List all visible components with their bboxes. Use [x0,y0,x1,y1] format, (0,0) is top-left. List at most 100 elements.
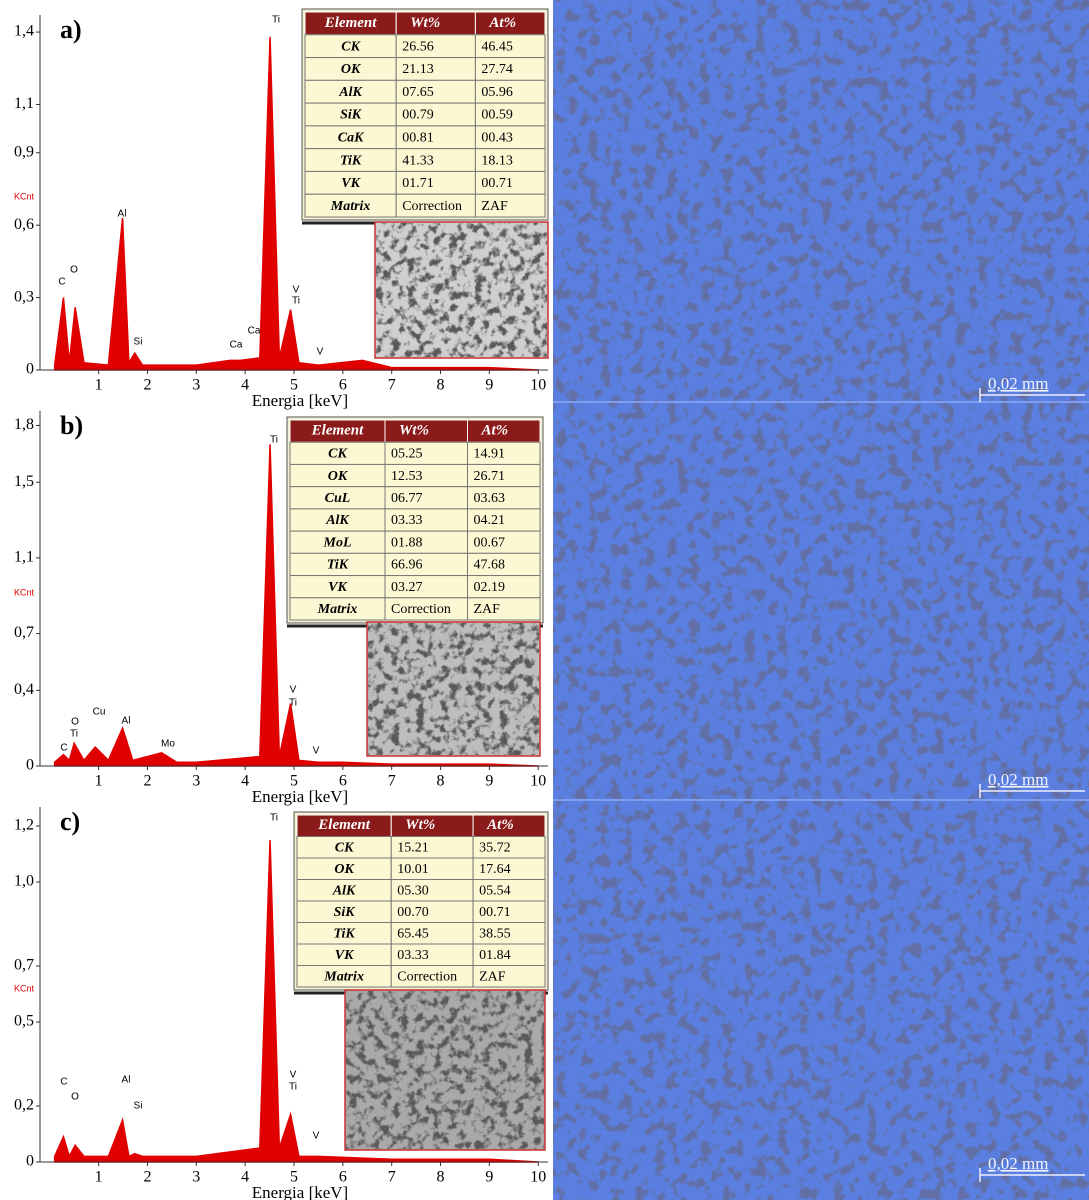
table-text: TiK [333,926,356,941]
y-axis-label: KCnt [14,191,35,201]
table-text: Matrix [323,969,364,984]
y-tick-label: 1,2 [14,817,34,834]
y-tick-label: 0,7 [14,624,34,641]
table-header: Element [311,423,364,439]
x-axis-label: Energia [keV] [252,787,348,806]
x-tick-label: 1 [95,377,103,394]
y-tick-label: 0,5 [14,1013,34,1030]
peak-label: Ti [289,1082,297,1093]
peak-label: Al [122,716,131,727]
x-tick-label: 7 [388,377,396,394]
sem-texture [368,623,539,755]
peak-label: V [290,685,297,696]
table-text: Correction [397,969,457,984]
peak-label: O [70,265,78,276]
table-text: 00.81 [402,130,434,145]
spectrum [53,444,539,767]
x-tick-label: 5 [290,377,298,394]
x-tick-label: 9 [485,377,493,394]
x-tick-label: 8 [437,1169,445,1186]
y-tick-label: 0 [26,361,34,378]
peak-label: Al [118,209,127,220]
y-tick-label: 1,1 [14,95,34,112]
table-header: Element [324,15,377,31]
peak-label: Si [134,337,143,348]
table-text: 00.71 [479,905,511,920]
peak-label: V [290,1070,297,1081]
x-tick-label: 10 [530,377,546,394]
table-text: TiK [340,153,363,168]
table-text: 47.68 [474,558,506,573]
table-text: VK [328,580,348,595]
table-text: 35.72 [479,840,511,855]
table-text: 66.96 [391,558,423,573]
peak-label: Si [134,1101,143,1112]
table-text: 05.30 [397,883,429,898]
panel-label: a) [60,15,82,44]
x-tick-label: 4 [241,773,249,790]
x-tick-label: 3 [192,377,200,394]
y-tick-label: 1,0 [14,873,34,890]
y-tick-label: 0,3 [14,288,34,305]
peak-label: V [313,746,320,757]
table-text: 00.43 [481,130,513,145]
y-tick-label: 0,7 [14,957,34,974]
table-text: Matrix [317,602,358,617]
table-header: Wt% [405,817,435,833]
x-tick-label: 7 [388,1169,396,1186]
peak-label: Ti [272,15,280,26]
x-tick-label: 9 [485,773,493,790]
x-tick-label: 2 [143,377,151,394]
peak-label: O [71,717,79,728]
table-text: 03.63 [474,491,506,506]
peak-label: Cu [93,707,106,718]
x-tick-label: 1 [95,1169,103,1186]
table-text: 06.77 [391,491,423,506]
peak-label: O [71,1092,79,1103]
table-cell [467,597,541,621]
table-text: CK [335,840,355,855]
table-text: 18.13 [481,153,513,168]
table-text: 00.70 [397,905,429,920]
table-header: At% [488,15,516,31]
table-cell [474,193,546,218]
table-text: ZAF [474,602,501,617]
table-text: AlK [338,85,363,100]
table-text: 01.71 [402,176,434,191]
table-text: 15.21 [397,840,429,855]
table-text: CaK [338,130,365,145]
peak-label: Mo [161,739,175,750]
spectrum [53,839,539,1163]
y-tick-label: 0,2 [14,1097,34,1114]
y-tick-label: 1,5 [14,473,34,490]
y-tick-label: 0 [26,1153,34,1170]
x-tick-label: 4 [241,1169,249,1186]
table-text: OK [341,62,362,77]
peak-label: V [317,347,324,358]
y-tick-label: 0,4 [14,681,34,698]
table-text: SiK [340,108,363,123]
peak-label: Ti [270,813,278,824]
table-text: 46.45 [481,39,513,54]
table-text: 65.45 [397,926,429,941]
table-cell [472,965,546,988]
table-text: 03.27 [391,580,423,595]
x-tick-label: 10 [530,1169,546,1186]
micrograph-texture [553,0,1089,1200]
sem-texture [346,991,544,1149]
y-axis-label: KCnt [14,587,35,597]
table-text: 07.65 [402,85,434,100]
table-text: 00.67 [474,535,506,550]
table-text: 05.54 [479,883,511,898]
peak-label: Ca [248,326,261,337]
table-header: At% [486,817,514,833]
peak-label: C [60,1077,67,1088]
table-text: 26.56 [402,39,434,54]
y-tick-label: 0,6 [14,216,34,233]
x-tick-label: 6 [339,377,347,394]
table-text: 00.79 [402,108,434,123]
table-header: Wt% [399,423,429,439]
scale-label: 0,02 mm [988,770,1048,789]
x-tick-label: 5 [290,1169,298,1186]
